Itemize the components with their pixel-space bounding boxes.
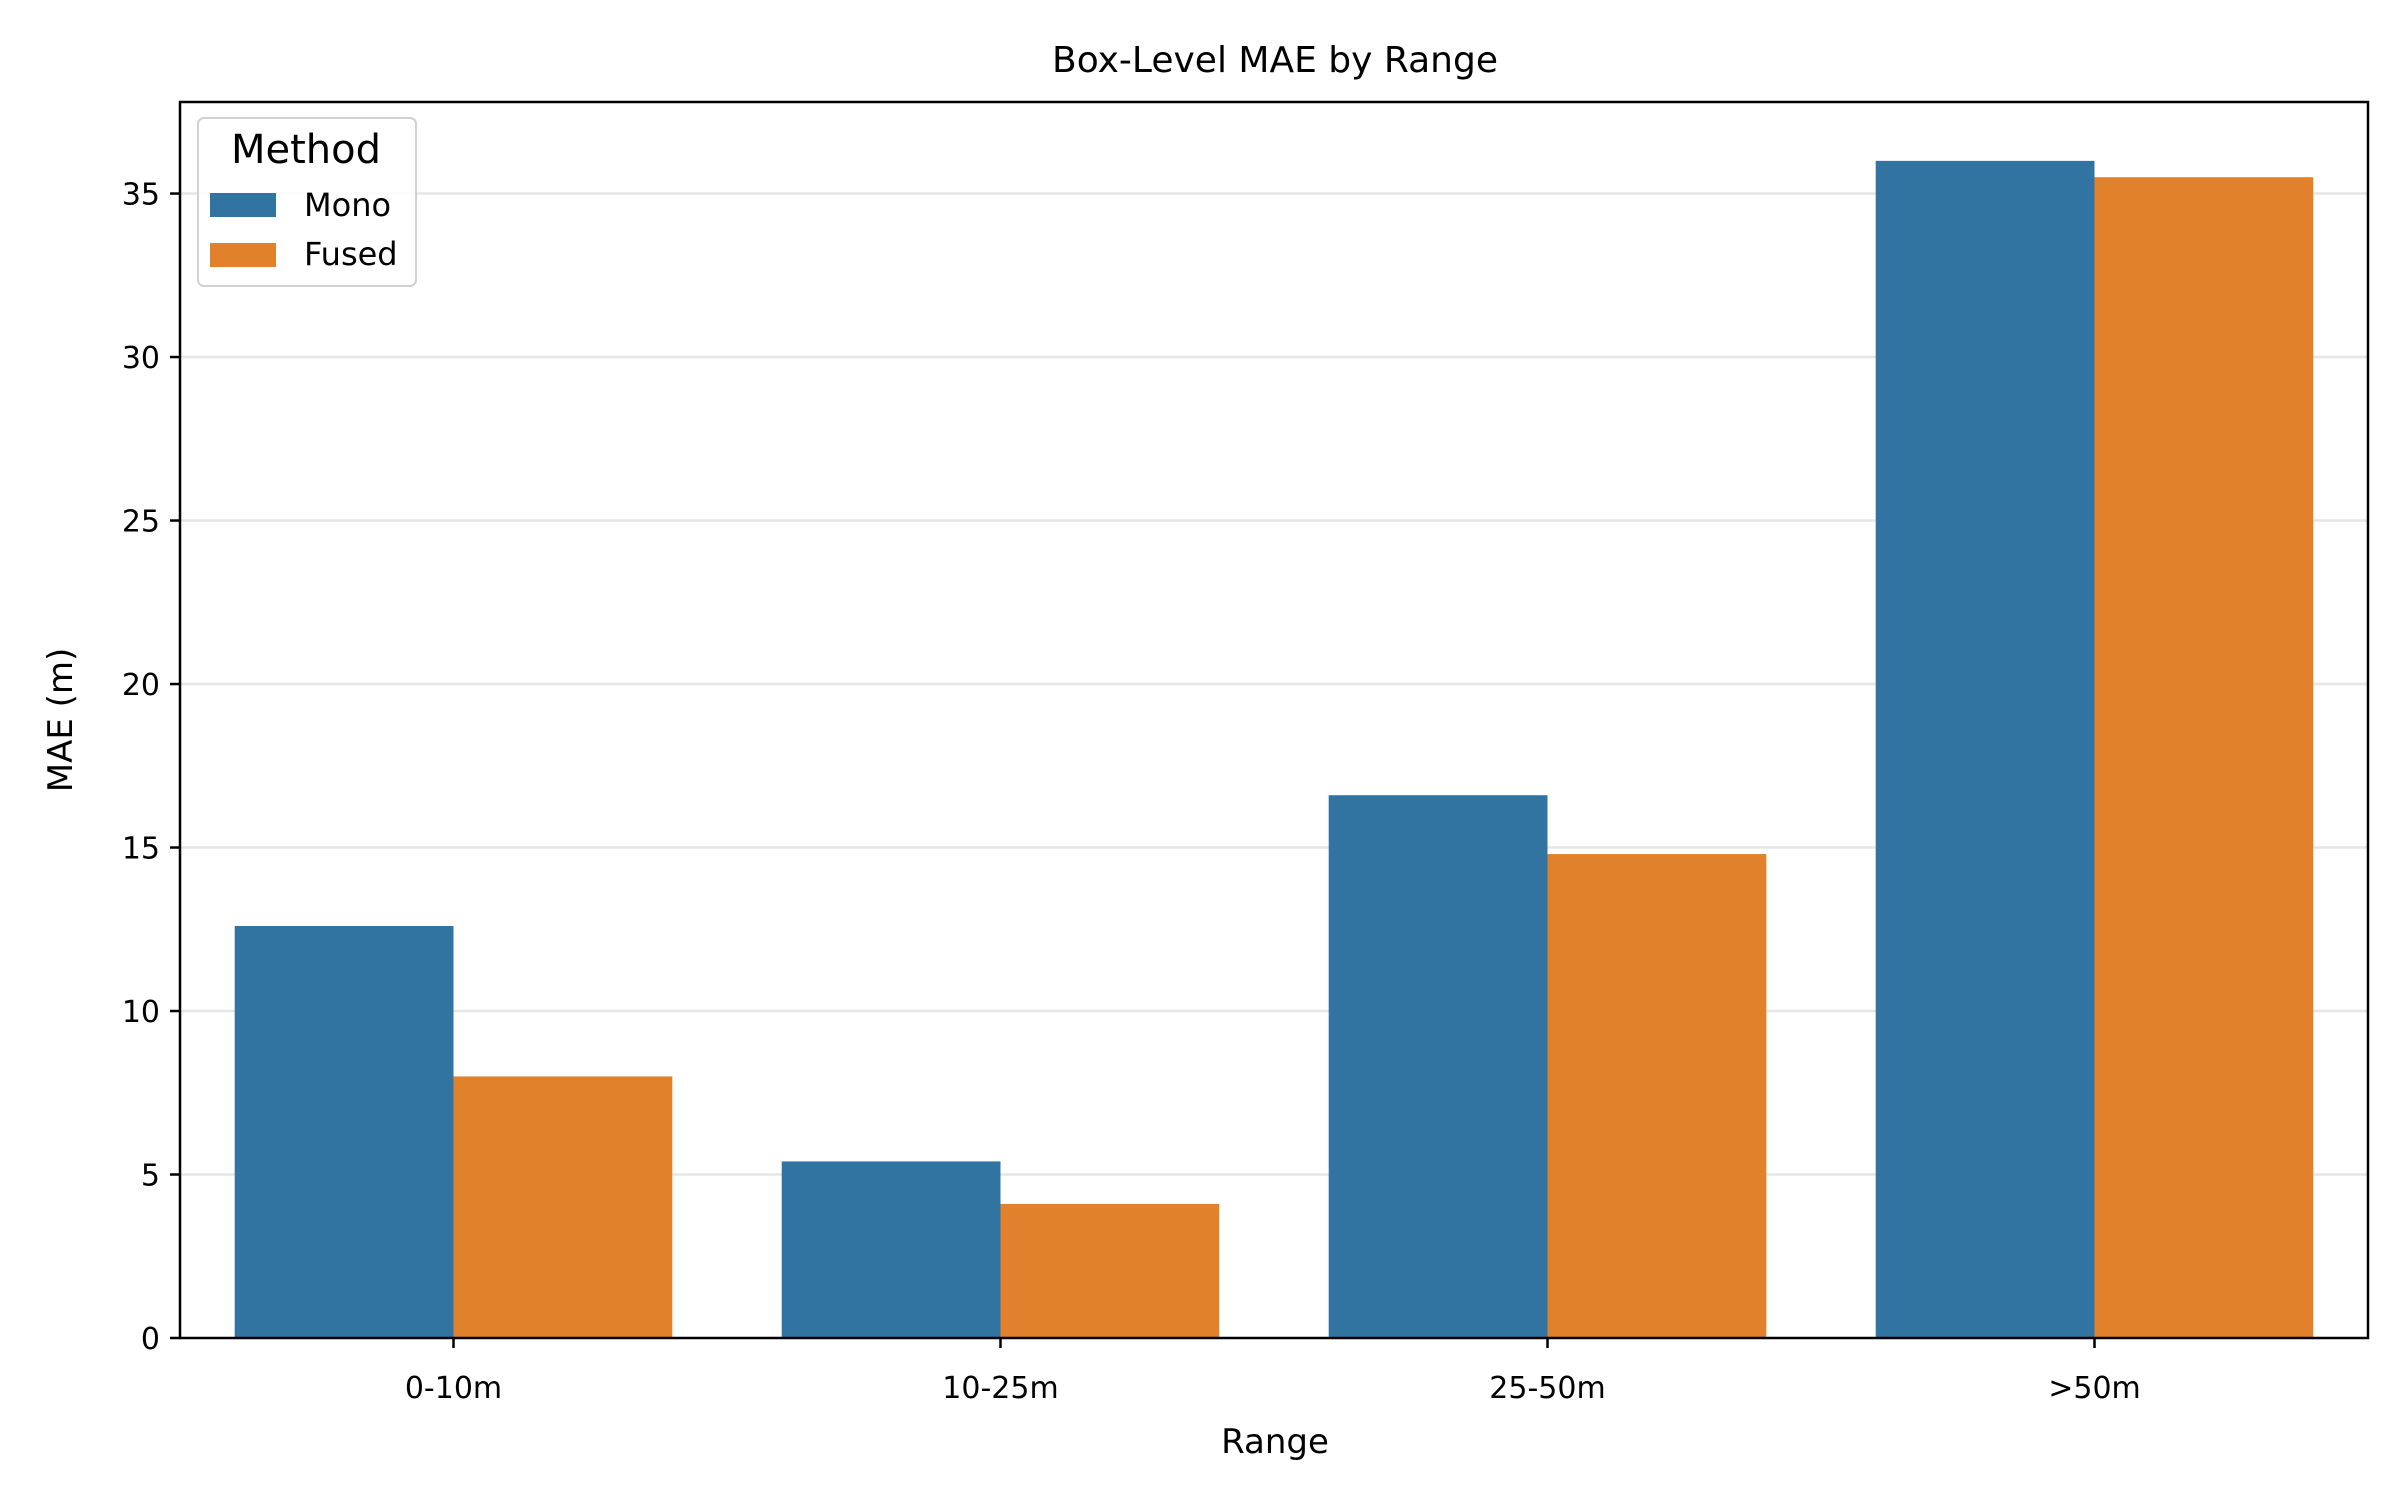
x-tick-label: 10-25m	[942, 1371, 1058, 1406]
legend-swatch-fused	[210, 243, 276, 267]
plot-frame	[178, 100, 2370, 1340]
y-tick-label: 5	[141, 1159, 160, 1194]
bar-mono-3	[1328, 795, 1548, 1338]
bar-fused-4	[2094, 177, 2314, 1339]
y-axis-title: MAE (m)	[41, 648, 81, 793]
bar-fused-3	[1547, 854, 1767, 1338]
legend-label-fused: Fused	[304, 235, 398, 273]
legend-label-mono: Mono	[304, 186, 391, 224]
x-tick-label: 25-50m	[1489, 1371, 1605, 1406]
legend-title: Method	[231, 127, 381, 173]
bar-mono-4	[1875, 160, 2095, 1338]
bars	[234, 160, 2314, 1339]
y-axis-ticks: 0 5 10 15 20 25 30 35	[122, 178, 180, 1357]
legend: Method Mono Fused	[197, 117, 417, 287]
legend-swatch-mono	[210, 193, 276, 217]
y-tick-label: 20	[122, 668, 160, 703]
y-tick-label: 0	[141, 1322, 160, 1357]
y-tick-label: 30	[122, 341, 160, 376]
bar-mono-1	[234, 926, 454, 1338]
x-axis-ticks: 0-10m 10-25m 25-50m >50m	[405, 1338, 2141, 1406]
y-tick-label: 10	[122, 995, 160, 1030]
y-tick-label: 35	[122, 178, 160, 213]
x-tick-label: 0-10m	[405, 1371, 502, 1406]
x-axis-title: Range	[1221, 1422, 1329, 1462]
y-tick-label: 15	[122, 832, 160, 867]
bar-fused-1	[453, 1076, 673, 1338]
bar-mono-2	[781, 1161, 1001, 1338]
x-tick-label: >50m	[2048, 1371, 2141, 1406]
bar-fused-2	[1000, 1203, 1220, 1338]
chart-title: Box-Level MAE by Range	[1052, 40, 1498, 81]
y-tick-label: 25	[122, 505, 160, 540]
